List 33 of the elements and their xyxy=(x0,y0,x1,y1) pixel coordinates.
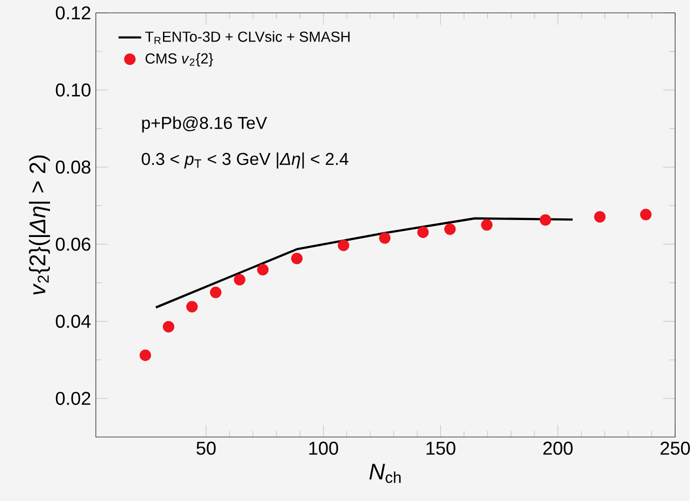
point xyxy=(291,252,303,264)
point xyxy=(186,300,198,312)
y-tick-label: 0.04 xyxy=(56,314,91,328)
point xyxy=(594,211,606,223)
point xyxy=(379,232,391,244)
y-tick-label: 0.10 xyxy=(56,83,90,97)
y-tick-label: 0.06 xyxy=(56,238,90,251)
line-series xyxy=(154,217,574,308)
x-tick-label: 100 xyxy=(309,442,338,455)
legend-label: CMS v$_{2}${2} xyxy=(146,52,214,66)
annotation: p+Pb@8.16 TeV xyxy=(142,116,268,132)
x-tick-label: 50 xyxy=(196,442,216,455)
point xyxy=(234,274,246,286)
legend-label: T$_{R}$ENTo-3D + CLVsic + SMASH xyxy=(145,31,350,44)
point xyxy=(257,264,269,276)
y-tick-label: 0.08 xyxy=(56,160,90,174)
point xyxy=(417,226,429,238)
y-tick-label: 0.12 xyxy=(56,6,90,20)
x-tick-label: 200 xyxy=(543,442,573,455)
x-axis-title: N$_{ch}$ xyxy=(369,464,401,483)
y-tick-label: 0.02 xyxy=(56,392,90,405)
x-tick-label: 150 xyxy=(426,442,456,455)
y-axis-title: v$_{2}${2}(|Δη| > 2) xyxy=(28,155,50,295)
point xyxy=(140,349,152,361)
point xyxy=(162,320,174,332)
point xyxy=(210,286,222,298)
point xyxy=(640,208,652,220)
point xyxy=(338,240,350,252)
point xyxy=(444,223,456,235)
x-tick-label: 250 xyxy=(660,442,690,455)
point xyxy=(481,219,493,231)
annotation: 0.3 < p$_{T}$ < 3 GeV |Δη| < 2.4 xyxy=(142,152,348,169)
point xyxy=(540,214,552,226)
